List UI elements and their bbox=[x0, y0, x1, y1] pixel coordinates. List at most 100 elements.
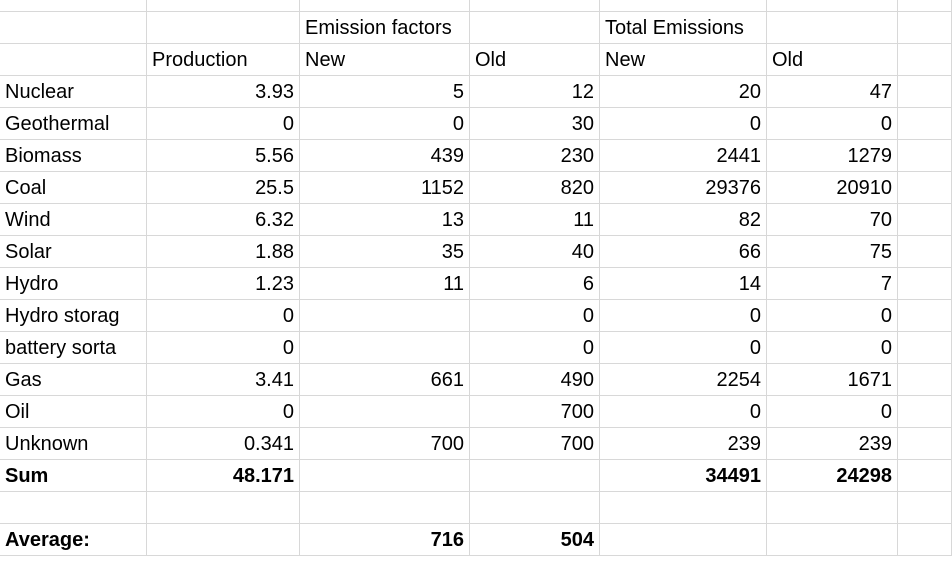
cell-empty[interactable] bbox=[898, 428, 952, 460]
te-new-value[interactable]: 2441 bbox=[600, 140, 767, 172]
cell-empty[interactable] bbox=[767, 492, 898, 524]
ef-new-value[interactable]: 700 bbox=[300, 428, 470, 460]
cell-empty[interactable] bbox=[300, 0, 470, 12]
cell-empty[interactable] bbox=[898, 364, 952, 396]
cell-empty[interactable] bbox=[898, 236, 952, 268]
row-label[interactable]: Coal bbox=[0, 172, 147, 204]
cell-empty[interactable] bbox=[0, 12, 147, 44]
ef-old-value[interactable]: 700 bbox=[470, 428, 600, 460]
cell-empty[interactable] bbox=[898, 12, 952, 44]
sum-te-old[interactable]: 24298 bbox=[767, 460, 898, 492]
production-value[interactable]: 0 bbox=[147, 332, 300, 364]
ef-old-value[interactable]: 0 bbox=[470, 332, 600, 364]
ef-old-value[interactable]: 230 bbox=[470, 140, 600, 172]
cell-empty[interactable] bbox=[898, 172, 952, 204]
cell-empty[interactable] bbox=[898, 268, 952, 300]
header-te-old[interactable]: Old bbox=[767, 44, 898, 76]
production-value[interactable]: 0 bbox=[147, 396, 300, 428]
ef-old-value[interactable]: 40 bbox=[470, 236, 600, 268]
cell-empty[interactable] bbox=[898, 332, 952, 364]
cell-empty[interactable] bbox=[147, 12, 300, 44]
cell-empty[interactable] bbox=[898, 396, 952, 428]
te-new-value[interactable]: 20 bbox=[600, 76, 767, 108]
cell-empty[interactable] bbox=[0, 44, 147, 76]
te-old-value[interactable]: 7 bbox=[767, 268, 898, 300]
row-label[interactable]: Unknown bbox=[0, 428, 147, 460]
te-old-value[interactable]: 0 bbox=[767, 108, 898, 140]
cell-empty[interactable] bbox=[147, 492, 300, 524]
cell-empty[interactable] bbox=[898, 140, 952, 172]
average-ef-old[interactable]: 504 bbox=[470, 524, 600, 556]
cell-empty[interactable] bbox=[0, 0, 147, 12]
ef-new-value[interactable]: 1152 bbox=[300, 172, 470, 204]
ef-new-value[interactable]: 661 bbox=[300, 364, 470, 396]
ef-new-value[interactable] bbox=[300, 300, 470, 332]
header-te-new[interactable]: New bbox=[600, 44, 767, 76]
cell-empty[interactable] bbox=[470, 12, 600, 44]
ef-new-value[interactable]: 11 bbox=[300, 268, 470, 300]
row-label[interactable]: Geothermal bbox=[0, 108, 147, 140]
cell-empty[interactable] bbox=[898, 204, 952, 236]
te-new-value[interactable]: 82 bbox=[600, 204, 767, 236]
cell-empty[interactable] bbox=[470, 492, 600, 524]
cell-empty[interactable] bbox=[898, 0, 952, 12]
row-label[interactable]: Solar bbox=[0, 236, 147, 268]
row-label[interactable]: Hydro storag bbox=[0, 300, 147, 332]
ef-new-value[interactable]: 0 bbox=[300, 108, 470, 140]
sum-te-new[interactable]: 34491 bbox=[600, 460, 767, 492]
cell-empty[interactable] bbox=[898, 300, 952, 332]
cell-empty[interactable] bbox=[600, 492, 767, 524]
production-value[interactable]: 1.23 bbox=[147, 268, 300, 300]
te-new-value[interactable]: 29376 bbox=[600, 172, 767, 204]
row-label[interactable]: battery sorta bbox=[0, 332, 147, 364]
cell-empty[interactable] bbox=[898, 44, 952, 76]
header-total-emissions[interactable]: Total Emissions bbox=[600, 12, 767, 44]
production-value[interactable]: 0 bbox=[147, 300, 300, 332]
ef-old-value[interactable]: 490 bbox=[470, 364, 600, 396]
production-value[interactable]: 3.41 bbox=[147, 364, 300, 396]
cell-empty[interactable] bbox=[767, 12, 898, 44]
ef-new-value[interactable]: 439 bbox=[300, 140, 470, 172]
production-value[interactable]: 5.56 bbox=[147, 140, 300, 172]
production-value[interactable]: 0.341 bbox=[147, 428, 300, 460]
production-value[interactable]: 6.32 bbox=[147, 204, 300, 236]
header-ef-old[interactable]: Old bbox=[470, 44, 600, 76]
sum-ef-old[interactable] bbox=[470, 460, 600, 492]
te-old-value[interactable]: 75 bbox=[767, 236, 898, 268]
ef-new-value[interactable]: 5 bbox=[300, 76, 470, 108]
te-new-value[interactable]: 0 bbox=[600, 108, 767, 140]
cell-empty[interactable] bbox=[600, 524, 767, 556]
production-value[interactable]: 0 bbox=[147, 108, 300, 140]
ef-old-value[interactable]: 30 bbox=[470, 108, 600, 140]
te-new-value[interactable]: 66 bbox=[600, 236, 767, 268]
te-old-value[interactable]: 0 bbox=[767, 396, 898, 428]
sum-label[interactable]: Sum bbox=[0, 460, 147, 492]
cell-empty[interactable] bbox=[0, 492, 147, 524]
te-old-value[interactable]: 20910 bbox=[767, 172, 898, 204]
ef-new-value[interactable]: 13 bbox=[300, 204, 470, 236]
production-value[interactable]: 1.88 bbox=[147, 236, 300, 268]
cell-empty[interactable] bbox=[767, 524, 898, 556]
te-old-value[interactable]: 0 bbox=[767, 332, 898, 364]
production-value[interactable]: 25.5 bbox=[147, 172, 300, 204]
cell-empty[interactable] bbox=[898, 492, 952, 524]
ef-new-value[interactable] bbox=[300, 332, 470, 364]
average-label[interactable]: Average: bbox=[0, 524, 147, 556]
ef-new-value[interactable]: 35 bbox=[300, 236, 470, 268]
ef-old-value[interactable]: 700 bbox=[470, 396, 600, 428]
te-old-value[interactable]: 1671 bbox=[767, 364, 898, 396]
average-ef-new[interactable]: 716 bbox=[300, 524, 470, 556]
cell-empty[interactable] bbox=[147, 0, 300, 12]
te-old-value[interactable]: 239 bbox=[767, 428, 898, 460]
header-ef-new[interactable]: New bbox=[300, 44, 470, 76]
row-label[interactable]: Hydro bbox=[0, 268, 147, 300]
header-production[interactable]: Production bbox=[147, 44, 300, 76]
te-old-value[interactable]: 70 bbox=[767, 204, 898, 236]
te-old-value[interactable]: 1279 bbox=[767, 140, 898, 172]
ef-old-value[interactable]: 820 bbox=[470, 172, 600, 204]
cell-empty[interactable] bbox=[898, 108, 952, 140]
row-label[interactable]: Nuclear bbox=[0, 76, 147, 108]
cell-empty[interactable] bbox=[600, 0, 767, 12]
row-label[interactable]: Oil bbox=[0, 396, 147, 428]
header-emission-factors[interactable]: Emission factors bbox=[300, 12, 470, 44]
